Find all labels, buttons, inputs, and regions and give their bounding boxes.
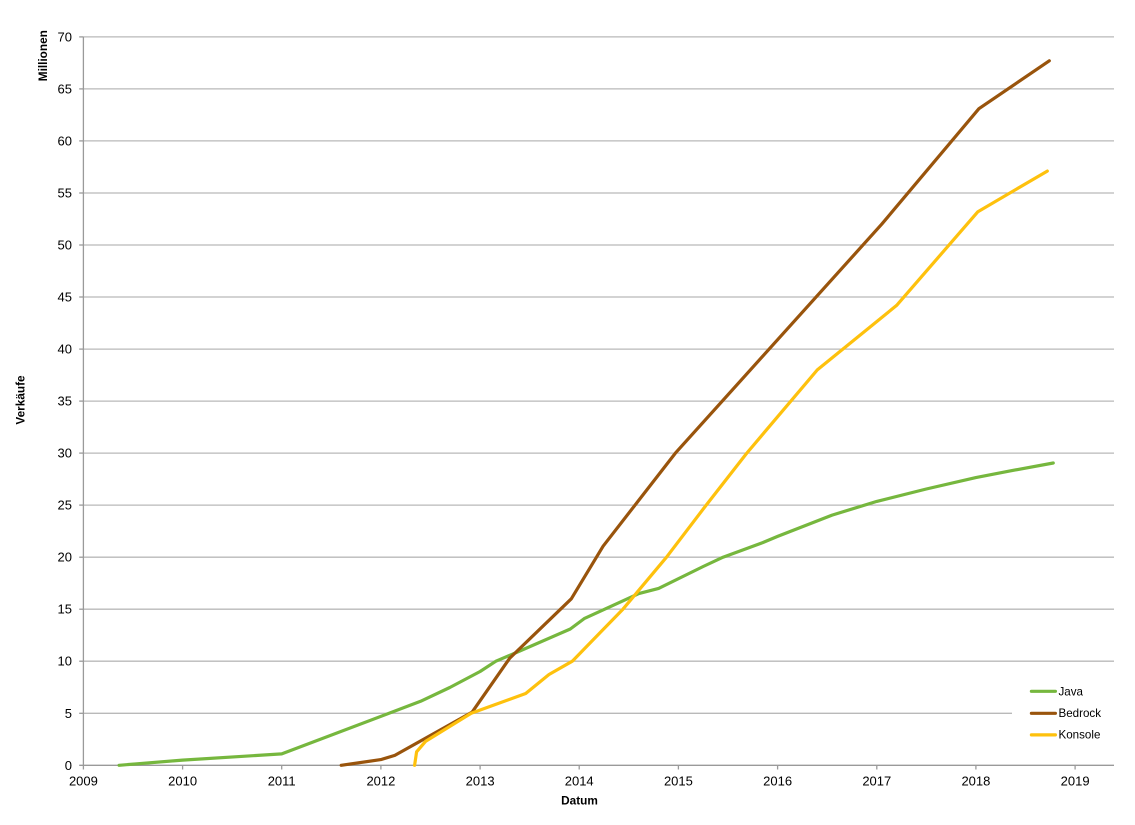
svg-text:Java: Java	[1059, 685, 1084, 698]
svg-text:35: 35	[58, 394, 72, 409]
svg-text:2009: 2009	[69, 774, 98, 789]
svg-text:5: 5	[65, 706, 72, 721]
svg-text:2016: 2016	[763, 774, 792, 789]
svg-text:65: 65	[58, 81, 72, 96]
svg-text:15: 15	[58, 602, 72, 617]
svg-text:45: 45	[58, 290, 72, 305]
svg-text:40: 40	[58, 342, 72, 357]
svg-text:60: 60	[58, 133, 72, 148]
svg-text:Millionen: Millionen	[36, 30, 50, 81]
svg-text:2014: 2014	[565, 774, 594, 789]
svg-text:Verkäufe: Verkäufe	[14, 375, 28, 425]
svg-text:2017: 2017	[862, 774, 891, 789]
svg-text:2011: 2011	[268, 774, 296, 789]
svg-text:30: 30	[58, 446, 72, 461]
svg-text:2018: 2018	[961, 774, 990, 789]
svg-text:Datum: Datum	[561, 794, 598, 808]
svg-text:Bedrock: Bedrock	[1059, 707, 1102, 720]
svg-text:20: 20	[58, 550, 72, 565]
svg-text:2013: 2013	[466, 774, 495, 789]
svg-text:Konsole: Konsole	[1059, 728, 1101, 741]
svg-text:70: 70	[58, 29, 72, 44]
svg-text:2015: 2015	[664, 774, 693, 789]
svg-text:0: 0	[65, 758, 72, 773]
svg-text:50: 50	[58, 238, 72, 253]
svg-text:2019: 2019	[1061, 774, 1090, 789]
svg-text:25: 25	[58, 498, 72, 513]
svg-text:10: 10	[58, 654, 72, 669]
svg-text:2010: 2010	[168, 774, 197, 789]
svg-text:2012: 2012	[366, 774, 395, 789]
svg-text:55: 55	[58, 186, 72, 201]
